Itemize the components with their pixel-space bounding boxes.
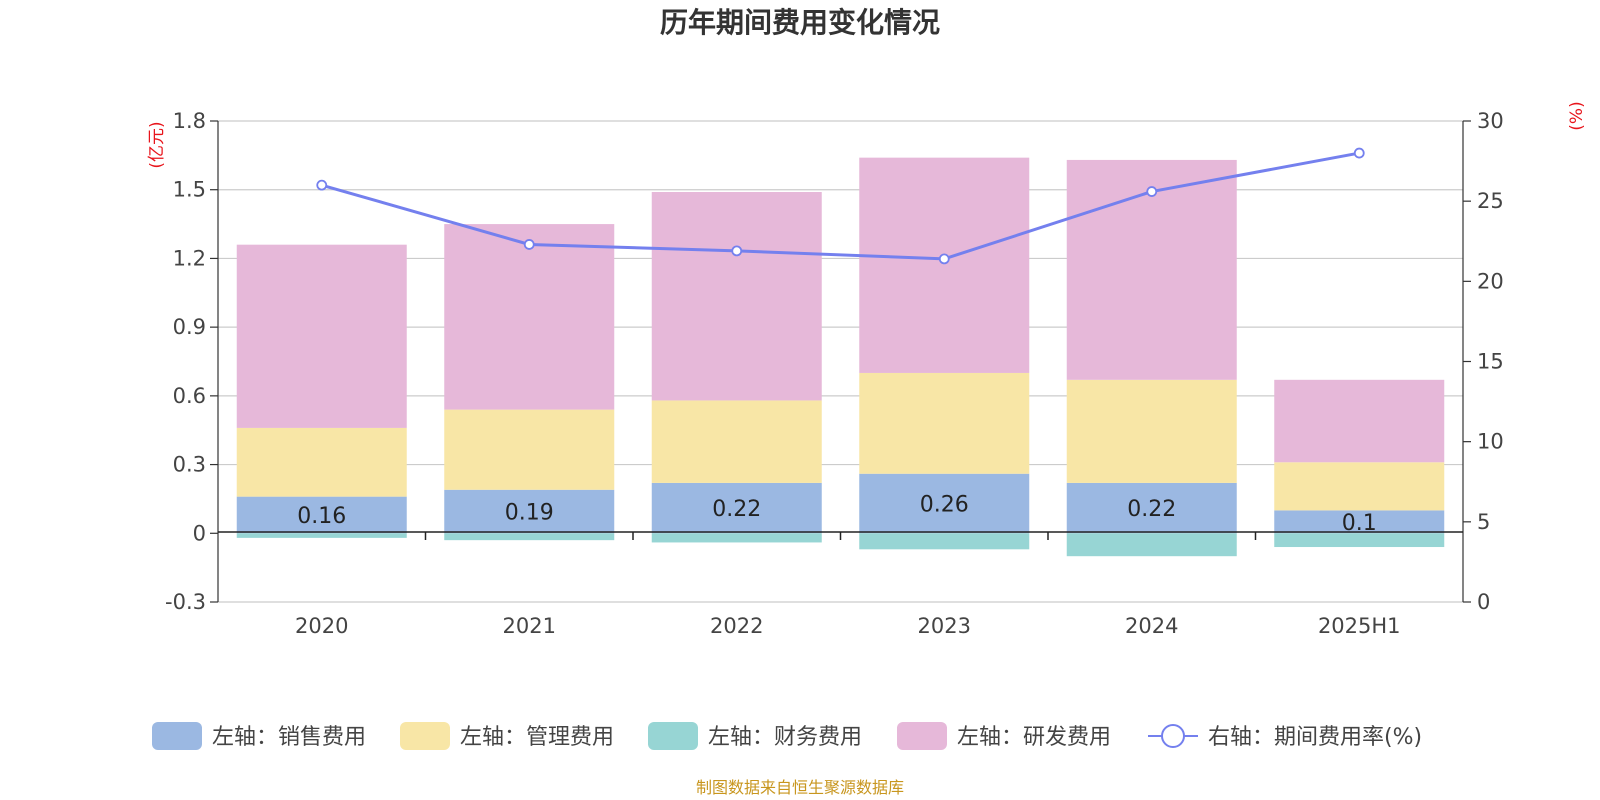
legend-label: 左轴：管理费用 <box>460 725 614 750</box>
y-right-tick-label: 0 <box>1477 590 1490 614</box>
y-left-tick-label: 0.3 <box>173 453 206 477</box>
line-point <box>1146 186 1158 197</box>
legend-label: 左轴：研发费用 <box>957 725 1111 750</box>
line-point <box>1353 147 1365 159</box>
y-left-unit: (亿元) <box>147 121 167 168</box>
bar-segment <box>651 400 822 483</box>
bar-segment <box>236 427 407 497</box>
legend-swatch <box>400 722 450 750</box>
y-left-tick-label: 1.5 <box>173 178 206 202</box>
legend-swatch <box>648 722 698 750</box>
bar-segment <box>859 533 1030 550</box>
bar-segment <box>1274 462 1445 511</box>
bar-segment <box>651 192 822 401</box>
y-right-tick-label: 5 <box>1477 510 1490 534</box>
bar-segment <box>444 224 615 410</box>
bar-segment <box>651 482 822 534</box>
bar-segment <box>859 372 1030 474</box>
legend-swatch <box>897 722 947 750</box>
bar-segment <box>1066 533 1237 557</box>
y-right-tick-label: 20 <box>1477 269 1504 293</box>
line-point <box>316 179 328 191</box>
x-tick-label: 2023 <box>918 614 971 638</box>
bar-segment <box>444 489 615 534</box>
y-right-tick-label: 25 <box>1477 189 1504 213</box>
bar-segment <box>236 244 407 428</box>
bar-value-label: 0.22 <box>712 497 761 522</box>
bar-segment <box>859 473 1030 534</box>
chart-title: 历年期间费用变化情况 <box>660 6 940 39</box>
y-left-tick-label: 1.2 <box>173 246 206 270</box>
legend-label: 右轴：期间费用率(%) <box>1208 725 1422 750</box>
bar-value-label: 0.26 <box>920 493 969 518</box>
y-left-tick-label: 0 <box>193 521 206 545</box>
source-note: 制图数据来自恒生聚源数据库 <box>696 778 904 797</box>
x-tick-label: 2025H1 <box>1318 614 1401 638</box>
bar-segment <box>651 533 822 543</box>
bar-segment <box>444 533 615 541</box>
y-right-tick-label: 15 <box>1477 350 1504 374</box>
bar-value-label: 0.19 <box>505 501 554 526</box>
bar-value-label: 0.22 <box>1127 497 1176 522</box>
y-right-tick-label: 30 <box>1477 109 1504 133</box>
bar-segment <box>859 157 1030 373</box>
bar-segment <box>1274 510 1445 534</box>
line-point <box>523 239 535 250</box>
y-left-tick-label: -0.3 <box>165 590 206 614</box>
y-right-tick-label: 10 <box>1477 430 1504 454</box>
x-tick-label: 2024 <box>1125 614 1178 638</box>
y-left-tick-label: 1.8 <box>173 109 206 133</box>
line-series-rate <box>321 151 1360 261</box>
y-right-unit: (%) <box>1567 101 1587 130</box>
x-tick-label: 2021 <box>503 614 556 638</box>
bar-segment <box>1274 379 1445 463</box>
line-point <box>731 245 743 257</box>
y-left-tick-label: 0.9 <box>173 315 206 339</box>
line-point <box>938 253 950 265</box>
bar-segment <box>1066 482 1237 534</box>
legend-label: 左轴：财务费用 <box>708 725 862 750</box>
bar-segment <box>444 409 615 490</box>
x-tick-label: 2020 <box>295 614 348 638</box>
y-left-tick-label: 0.6 <box>173 384 206 408</box>
legend-swatch <box>152 722 202 750</box>
legend-label: 左轴：销售费用 <box>212 725 366 750</box>
bar-segment <box>236 533 407 538</box>
bar-value-label: 0.16 <box>297 504 346 529</box>
x-tick-label: 2022 <box>710 614 763 638</box>
bar-segment <box>1274 533 1445 548</box>
legend-line-marker <box>1161 724 1185 748</box>
bar-segment <box>236 496 407 534</box>
bar-segment <box>1066 379 1237 483</box>
